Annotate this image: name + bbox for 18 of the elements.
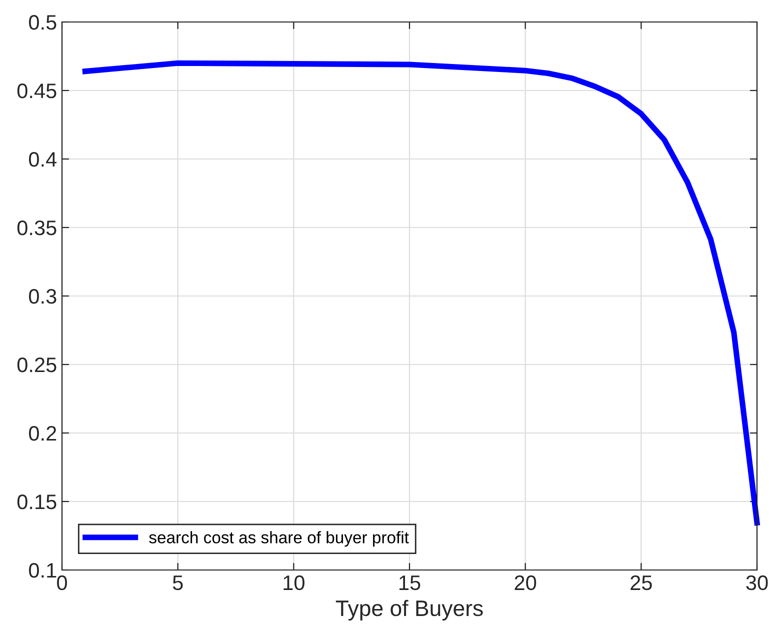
y-tick-label: 0.15 <box>17 494 56 510</box>
y-tick-label: 0.1 <box>28 563 56 578</box>
y-tick-label: 0.2 <box>28 426 56 441</box>
x-tick-label: 0 <box>57 575 67 590</box>
y-tick-label: 0.25 <box>17 358 56 372</box>
x-tick-label: 20 <box>514 575 536 590</box>
y-tick-label: 0.4 <box>28 152 57 167</box>
legend-label: search cost as share of buyer profit <box>149 531 409 547</box>
x-tick-label: 25 <box>630 575 652 590</box>
x-axis-title: Type of Buyers <box>336 600 483 621</box>
y-tick-label: 0.35 <box>17 220 56 236</box>
y-tick-label: 0.3 <box>28 289 56 304</box>
x-tick-label: 10 <box>284 575 304 590</box>
x-tick-label: 5 <box>172 576 183 590</box>
y-tick-label: 0.5 <box>28 15 56 30</box>
x-tick-label: 30 <box>746 575 768 590</box>
y-tick-label: 0.45 <box>17 84 56 98</box>
x-tick-label: 15 <box>400 576 420 590</box>
